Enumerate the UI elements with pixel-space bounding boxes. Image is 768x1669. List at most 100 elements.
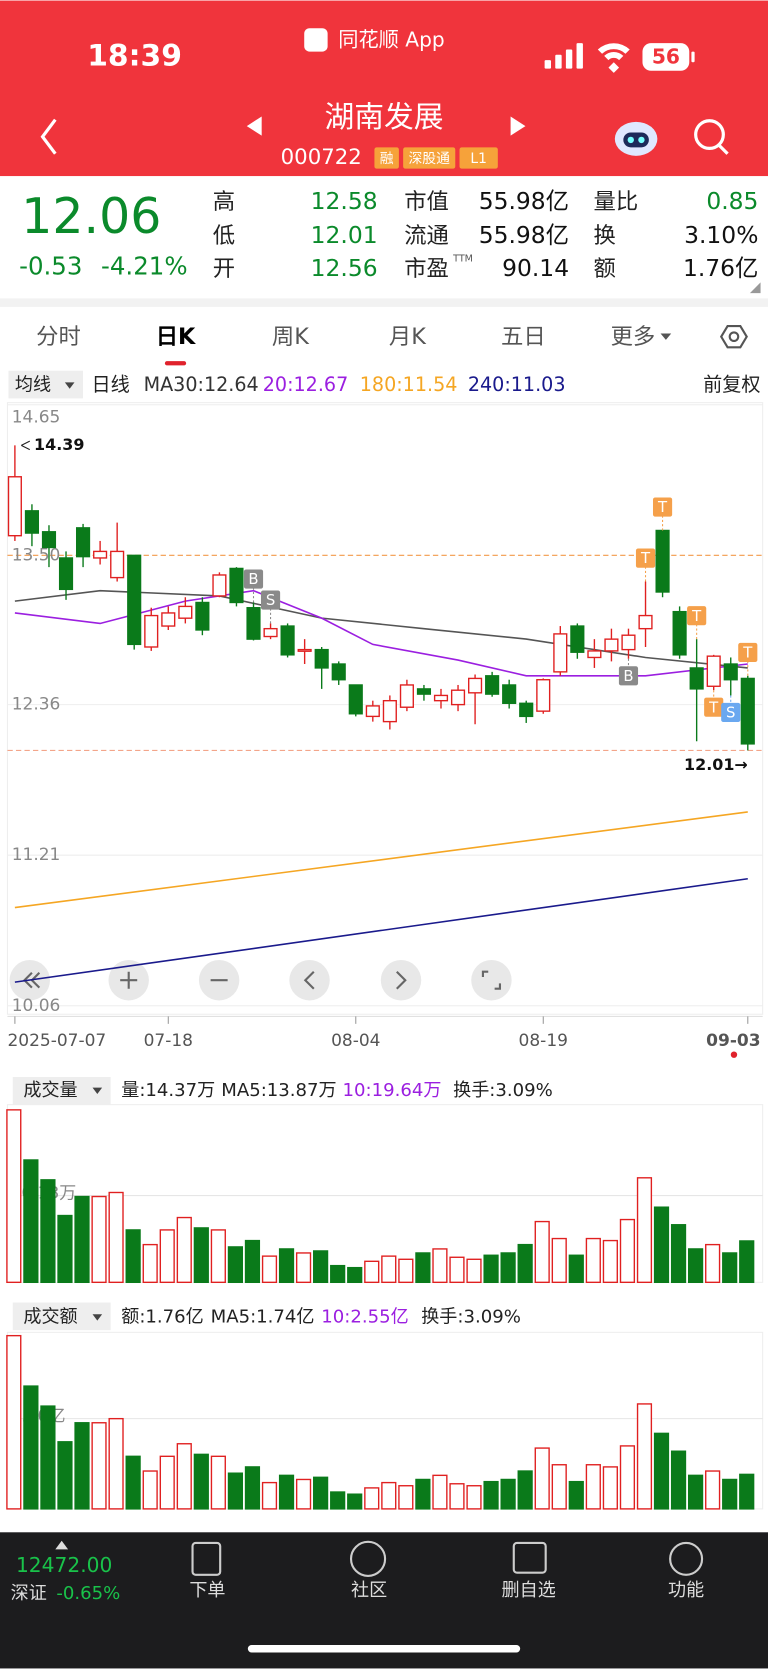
volume-bar: [261, 1481, 278, 1510]
volume-bar: [244, 1466, 261, 1510]
volume-bar: [722, 1252, 738, 1284]
volume-bar: [6, 1334, 22, 1510]
prev-stock[interactable]: [246, 116, 262, 136]
volume-bar: [23, 1159, 39, 1284]
volume-bar: [176, 1216, 192, 1284]
volume-bar: [415, 1478, 431, 1510]
stock-tag: 融: [380, 151, 394, 167]
volume-bar: [432, 1474, 448, 1510]
signal-badge: [704, 697, 724, 717]
field-value: 1.76亿: [683, 254, 758, 282]
candle-body: [655, 529, 670, 593]
volume-bar: [313, 1250, 329, 1284]
candle-body: [570, 625, 585, 653]
candle-body: [399, 684, 414, 708]
tab[interactable]: 日K: [156, 324, 196, 350]
volume-bar: [602, 1239, 618, 1284]
candle-body: [450, 689, 466, 706]
footer-button[interactable]: 社区: [351, 1580, 387, 1601]
volume-bar: [193, 1453, 209, 1510]
signal-label: T: [657, 498, 668, 516]
ma-label: 180:11.54: [360, 373, 458, 396]
signal-badge: [738, 642, 758, 662]
field-value: 0.85: [706, 187, 758, 215]
caret: [64, 382, 75, 389]
signal-label: B: [623, 667, 633, 685]
signal-label: T: [691, 607, 702, 625]
candle-body: [382, 699, 397, 723]
candle-body: [144, 614, 159, 648]
tab[interactable]: 更多: [611, 324, 656, 350]
tab[interactable]: 五日: [501, 324, 546, 350]
tab[interactable]: 分时: [36, 324, 81, 350]
footer-button[interactable]: 下单: [189, 1580, 225, 1601]
ma-label: 20:12.67: [263, 373, 349, 396]
volume-bar: [517, 1243, 533, 1284]
volume-bar: [381, 1481, 397, 1510]
y-tick-label: 13.50: [12, 545, 61, 565]
volume-bar: [40, 1405, 56, 1510]
volume-bar: [210, 1455, 226, 1510]
candle-body: [638, 614, 653, 630]
chart-frame: [6, 402, 764, 1015]
volume-bar: [415, 1252, 431, 1284]
signal-label: S: [726, 704, 735, 722]
volume-bar: [295, 1252, 312, 1284]
volume-bar: [568, 1480, 584, 1510]
field-value: 55.98亿: [479, 221, 569, 249]
volume-bar: [687, 1248, 704, 1284]
candle-body: [195, 601, 210, 631]
volume-bar: [159, 1455, 175, 1510]
volume-bar: [687, 1474, 704, 1510]
panel-stat: 10:2.55亿: [321, 1306, 408, 1327]
field-label: 低: [213, 223, 235, 249]
volume-bar: [364, 1260, 380, 1284]
volume-bar: [636, 1403, 653, 1510]
candle-body: [127, 554, 142, 646]
volume-bar: [449, 1256, 465, 1284]
next-stock[interactable]: [510, 116, 526, 136]
candle-body: [297, 648, 312, 652]
vol-selector-bg[interactable]: [12, 1077, 111, 1105]
candle-body: [58, 557, 74, 591]
volume-bar: [57, 1214, 73, 1284]
signal-badge: [618, 666, 639, 686]
volume-bar: [125, 1455, 141, 1510]
field-label: 量比: [594, 189, 639, 215]
volume-bar: [568, 1254, 584, 1284]
search-icon[interactable]: [694, 119, 729, 155]
candle-body: [348, 684, 363, 715]
volume-bar: [551, 1237, 567, 1284]
field-label: 市盈: [404, 256, 449, 282]
price-pct: -4.21%: [101, 252, 188, 281]
candle-body: [723, 663, 738, 681]
tab[interactable]: 周K: [272, 324, 310, 350]
volume-bar: [74, 1422, 90, 1510]
tab[interactable]: 月K: [389, 324, 427, 350]
candle-body: [75, 527, 91, 558]
candle-body: [331, 663, 346, 681]
tag-bg: [403, 147, 456, 169]
signal-badge: [687, 606, 707, 626]
footer-button[interactable]: 功能: [668, 1580, 704, 1601]
signal-badge: [260, 590, 281, 610]
candle-body: [212, 574, 227, 597]
assistant-icon[interactable]: [614, 121, 658, 156]
chart-tools[interactable]: [9, 960, 512, 1001]
back-button[interactable]: [40, 118, 57, 155]
candle-body: [502, 684, 517, 704]
volume-bar: [534, 1220, 550, 1284]
volume-bar: [57, 1441, 73, 1510]
settings-icon[interactable]: [719, 324, 748, 349]
signal-label: T: [708, 698, 719, 716]
panel-stat: MA5:13.87万: [221, 1080, 336, 1101]
volume-bar: [670, 1224, 687, 1284]
candle-body: [110, 550, 125, 579]
signal-badge: [243, 569, 264, 589]
volume-bar: [91, 1195, 107, 1284]
candle-body: [24, 510, 40, 534]
footer-button[interactable]: 删自选: [502, 1580, 556, 1601]
date-label: 09-03: [706, 1031, 760, 1051]
volume-bar: [670, 1450, 687, 1510]
divider: [0, 298, 768, 307]
